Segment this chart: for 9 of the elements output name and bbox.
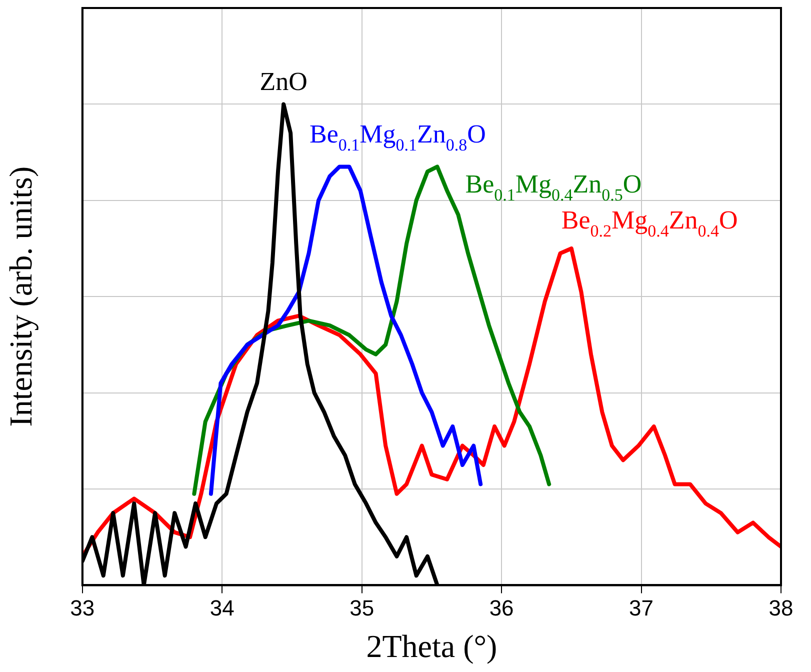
x-tick-label: 34 bbox=[210, 595, 234, 620]
y-axis-title: Intensity (arb. units) bbox=[2, 166, 39, 427]
x-axis-title: 2Theta (°) bbox=[366, 628, 498, 664]
x-tick-label: 35 bbox=[350, 595, 374, 620]
x-tick-label: 37 bbox=[629, 595, 654, 620]
x-tick-label: 36 bbox=[489, 595, 514, 620]
x-tick-label: 38 bbox=[768, 595, 794, 620]
series-label: ZnO bbox=[260, 67, 308, 96]
x-tick-label: 33 bbox=[70, 595, 95, 620]
